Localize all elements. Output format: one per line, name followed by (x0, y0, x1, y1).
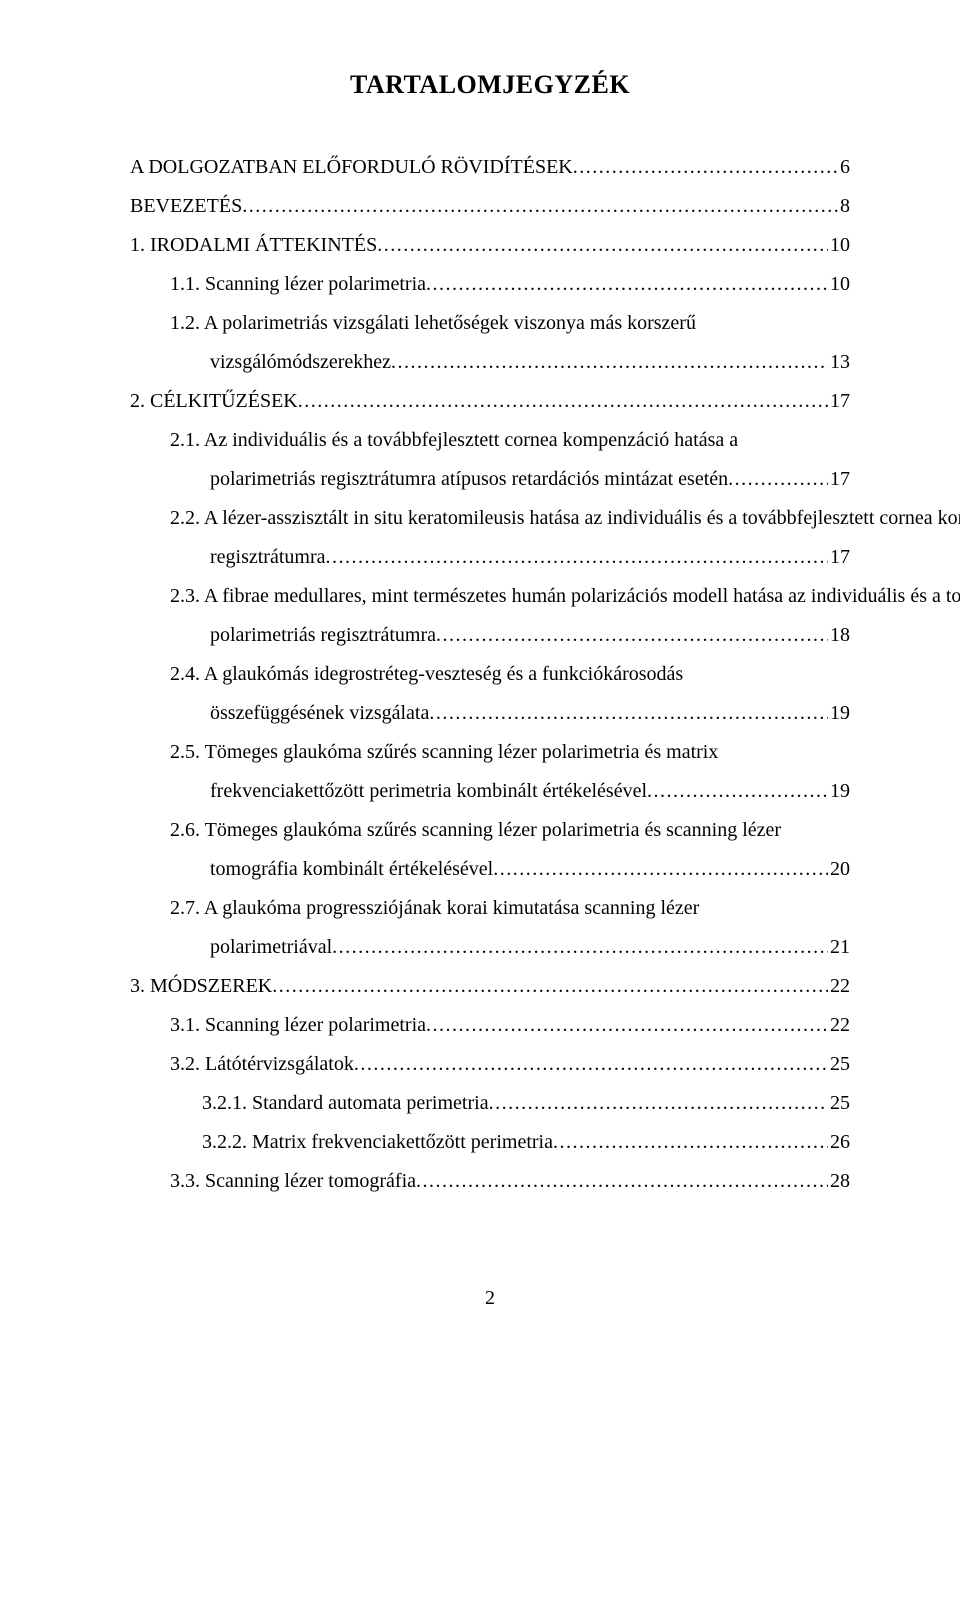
toc-entry-page: 22 (828, 1006, 850, 1045)
toc-entry-page: 17 (828, 538, 850, 577)
toc-entry-label: 3.2.1. Standard automata perimetria (202, 1084, 489, 1123)
toc-entry-label: BEVEZETÉS (130, 187, 242, 226)
toc-entry-label-continued: frekvenciakettőzött perimetria kombinált… (210, 772, 647, 811)
toc-entry-page: 17 (828, 460, 850, 499)
toc-entry-page: 25 (828, 1045, 850, 1084)
toc-leader (298, 382, 828, 421)
toc-entry-label: 2.6. Tömeges glaukóma szűrés scanning lé… (170, 819, 781, 841)
toc-entry-page: 28 (828, 1162, 850, 1201)
toc-entry: 1.1. Scanning lézer polarimetria 10 (170, 265, 850, 304)
toc-leader (354, 1045, 828, 1084)
toc-entry-label-continued: összefüggésének vizsgálata (210, 694, 429, 733)
toc-entry-label: 3.2.2. Matrix frekvenciakettőzött perime… (202, 1123, 553, 1162)
toc-entry: 3.2.2. Matrix frekvenciakettőzött perime… (202, 1123, 850, 1162)
toc-entry-page: 17 (828, 382, 850, 421)
toc-entry-page: 18 (828, 616, 850, 655)
toc-leader (391, 343, 828, 382)
toc-entry-page: 13 (828, 343, 850, 382)
toc-leader (553, 1123, 828, 1162)
toc-leader (429, 694, 828, 733)
toc-entry: 2.3. A fibrae medullares, mint természet… (130, 577, 850, 655)
toc-leader (332, 928, 828, 967)
toc-entry-label: 2. CÉLKITŰZÉSEK (130, 382, 298, 421)
toc-entry: 2.2. A lézer-asszisztált in situ keratom… (130, 499, 850, 577)
toc-entry-page: 26 (828, 1123, 850, 1162)
page-number: 2 (130, 1287, 850, 1310)
toc-entry: 2.1. Az individuális és a továbbfejleszt… (130, 421, 850, 499)
toc-entry: 3.2. Látótérvizsgálatok 25 (170, 1045, 850, 1084)
toc-entry-label: 3.2. Látótérvizsgálatok (170, 1045, 354, 1084)
toc-entry-label-continued: regisztrátumra (210, 538, 326, 577)
toc-entry-label: 1.1. Scanning lézer polarimetria (170, 265, 426, 304)
toc-entry: 3.1. Scanning lézer polarimetria 22 (170, 1006, 850, 1045)
toc-entry-label: 3.3. Scanning lézer tomográfia (170, 1162, 416, 1201)
toc-entry: BEVEZETÉS 8 (130, 187, 850, 226)
toc-leader (426, 1006, 828, 1045)
toc-leader (573, 148, 838, 187)
page-title: TARTALOMJEGYZÉK (130, 70, 850, 100)
toc-entry-label: 2.7. A glaukóma progressziójának korai k… (170, 897, 699, 919)
toc-entry: 1. IRODALMI ÁTTEKINTÉS 10 (130, 226, 850, 265)
toc-leader (272, 967, 828, 1006)
toc-entry-page: 20 (828, 850, 850, 889)
toc-entry: 2.5. Tömeges glaukóma szűrés scanning lé… (130, 733, 850, 811)
toc-entry-page: 10 (828, 265, 850, 304)
toc-entry-page: 22 (828, 967, 850, 1006)
toc-entry-page: 21 (828, 928, 850, 967)
toc-entry-page: 19 (828, 772, 850, 811)
toc-entry-label: 1.2. A polarimetriás vizsgálati lehetősé… (170, 312, 696, 334)
toc-entry-label: 2.5. Tömeges glaukóma szűrés scanning lé… (170, 741, 718, 763)
toc-entry: 3.3. Scanning lézer tomográfia 28 (170, 1162, 850, 1201)
toc-entry: 2.7. A glaukóma progressziójának korai k… (130, 889, 850, 967)
toc-entry-page: 10 (828, 226, 850, 265)
toc-entry-page: 8 (838, 187, 850, 226)
toc-entry-label: 2.4. A glaukómás idegrostréteg-veszteség… (170, 663, 683, 685)
toc-entry-label-continued: polarimetriával (210, 928, 332, 967)
toc-entry-label-continued: tomográfia kombinált értékelésével (210, 850, 493, 889)
toc-leader (242, 187, 838, 226)
toc-entry: A DOLGOZATBAN ELŐFORDULÓ RÖVIDÍTÉSEK 6 (130, 148, 850, 187)
toc-entry: 2.4. A glaukómás idegrostréteg-veszteség… (130, 655, 850, 733)
toc-entry-label: 2.2. A lézer-asszisztált in situ keratom… (170, 507, 960, 529)
toc-entry: 3.2.1. Standard automata perimetria 25 (202, 1084, 850, 1123)
toc-entry: 2. CÉLKITŰZÉSEK 17 (130, 382, 850, 421)
toc-entry-page: 25 (828, 1084, 850, 1123)
toc-leader (426, 265, 828, 304)
toc-entry-label: 2.1. Az individuális és a továbbfejleszt… (170, 429, 738, 451)
toc-leader (728, 460, 828, 499)
toc-leader (436, 616, 828, 655)
toc-entry-label: 3. MÓDSZEREK (130, 967, 272, 1006)
toc-leader (489, 1084, 828, 1123)
toc-entry-label: A DOLGOZATBAN ELŐFORDULÓ RÖVIDÍTÉSEK (130, 148, 573, 187)
toc-leader (647, 772, 828, 811)
toc-entry-label: 1. IRODALMI ÁTTEKINTÉS (130, 226, 377, 265)
toc-entry: 1.2. A polarimetriás vizsgálati lehetősé… (130, 304, 850, 382)
toc-entry: 3. MÓDSZEREK 22 (130, 967, 850, 1006)
toc-leader (326, 538, 829, 577)
toc-entry-page: 6 (838, 148, 850, 187)
toc-entry-label: 3.1. Scanning lézer polarimetria (170, 1006, 426, 1045)
toc-entry-label-continued: vizsgálómódszerekhez (210, 343, 391, 382)
toc-entry: 2.6. Tömeges glaukóma szűrés scanning lé… (130, 811, 850, 889)
toc-entry-label-continued: polarimetriás regisztrátumra atípusos re… (210, 460, 728, 499)
table-of-contents: A DOLGOZATBAN ELŐFORDULÓ RÖVIDÍTÉSEK6BEV… (130, 148, 850, 1201)
toc-leader (416, 1162, 828, 1201)
toc-leader (493, 850, 828, 889)
toc-entry-label-continued: polarimetriás regisztrátumra (210, 616, 436, 655)
toc-entry-label: 2.3. A fibrae medullares, mint természet… (170, 585, 960, 607)
toc-leader (377, 226, 828, 265)
toc-entry-page: 19 (828, 694, 850, 733)
